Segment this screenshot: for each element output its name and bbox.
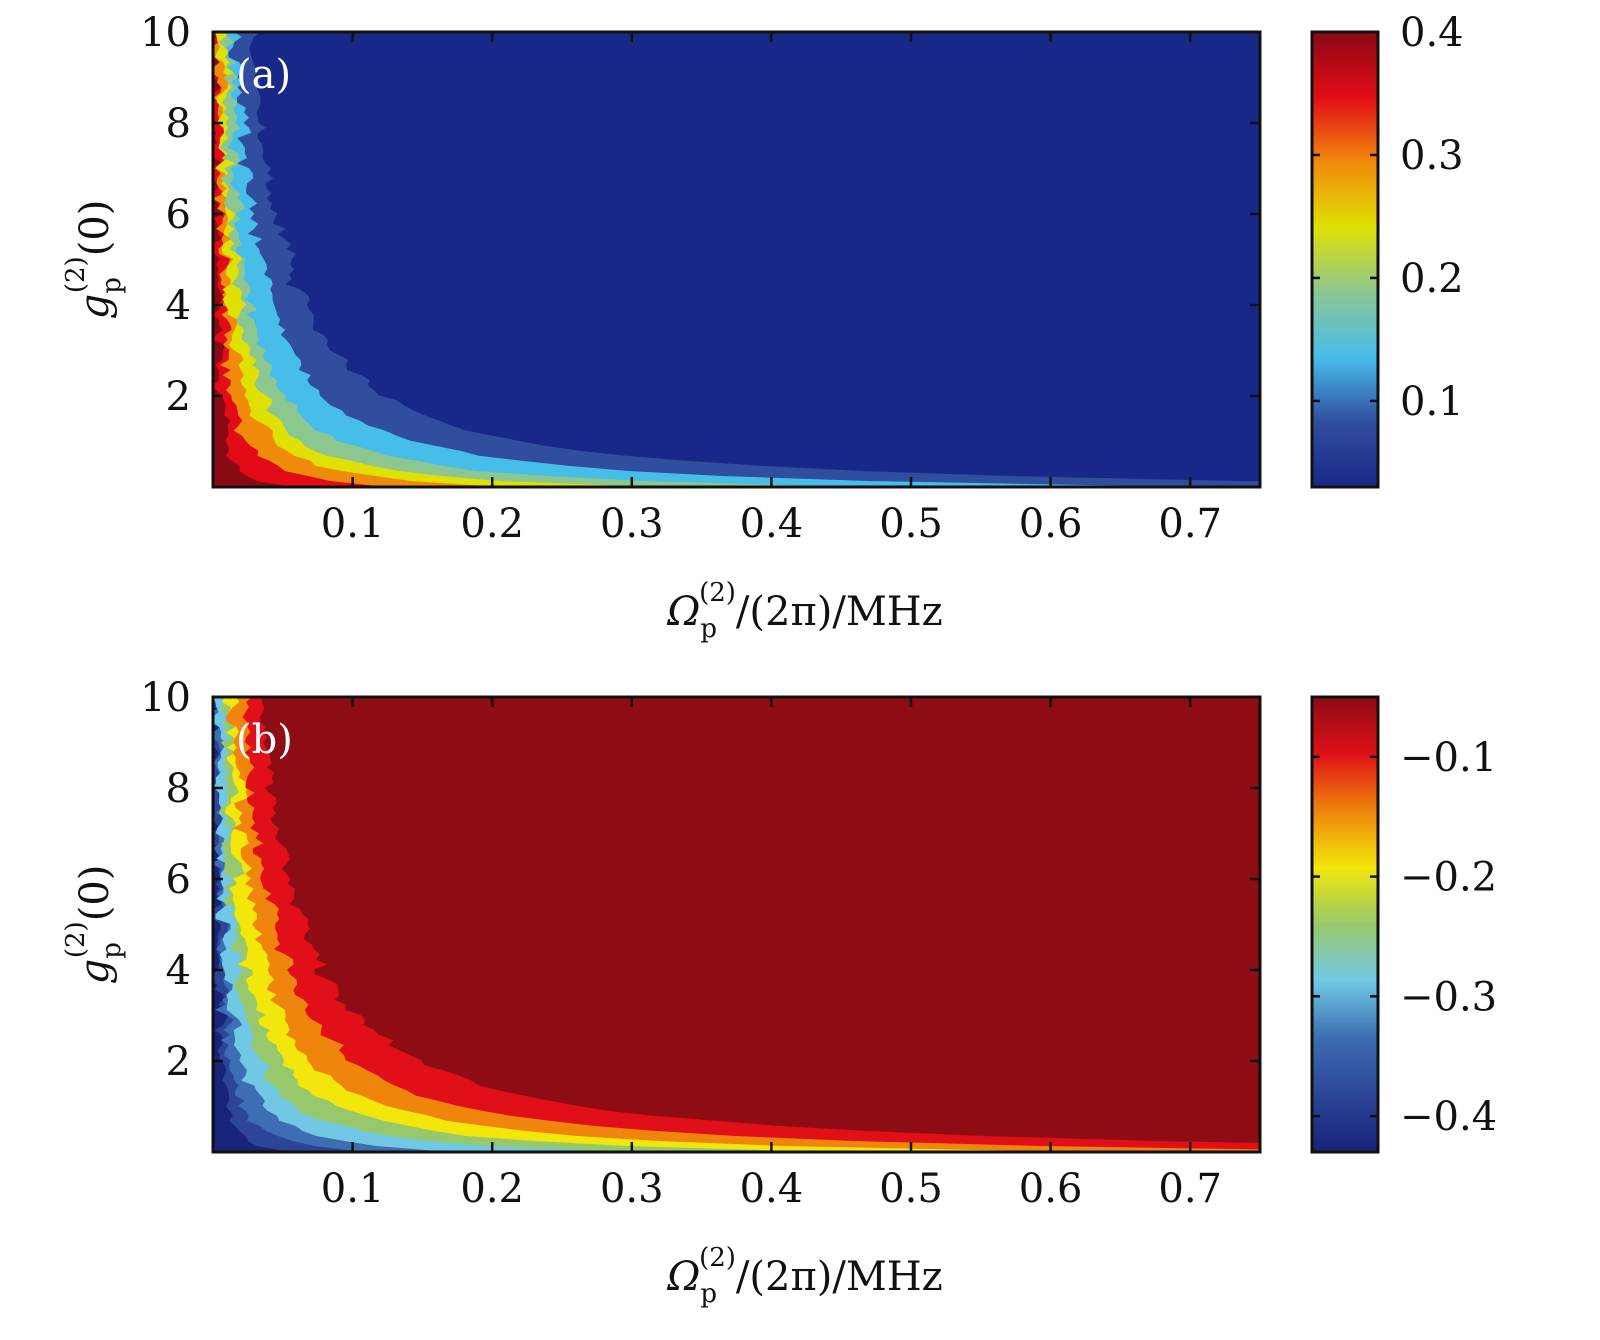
colorbar-tick-label: −0.3 [1400, 974, 1497, 1020]
x-tick-label: 0.7 [1158, 501, 1222, 547]
panel-label: (a) [236, 52, 291, 98]
y-tick-label: 2 [166, 1039, 191, 1085]
x-axis-label: Ωp(2)/(2π)/MHz [666, 1243, 943, 1309]
y-axis-label: gp(2)(0) [61, 865, 127, 985]
y-tick-label: 8 [166, 766, 191, 812]
contour-field [213, 32, 1260, 487]
y-tick-label: 6 [166, 192, 191, 238]
x-tick-label: 0.3 [600, 501, 664, 547]
x-tick-label: 0.1 [321, 501, 385, 547]
contour-region [259, 697, 1260, 1143]
x-tick-label: 0.5 [879, 501, 943, 547]
y-tick-label: 4 [166, 283, 191, 329]
colorbar-tick-label: 0.2 [1400, 256, 1464, 302]
plot-frame [211, 30, 1262, 489]
x-tick-label: 0.4 [740, 1166, 804, 1212]
x-tick-label: 0.4 [740, 501, 804, 547]
y-tick-label: 10 [140, 10, 191, 56]
colorbar [1310, 30, 1380, 489]
colorbar-tick-label: 0.3 [1400, 133, 1464, 179]
contour-field [213, 697, 1260, 1152]
colorbar-tick-label: −0.2 [1400, 855, 1497, 901]
y-tick-label: 8 [166, 101, 191, 147]
x-tick-label: 0.2 [460, 1166, 524, 1212]
x-tick-label: 0.3 [600, 1166, 664, 1212]
contour-region [249, 32, 1260, 482]
x-tick-label: 0.7 [1158, 1166, 1222, 1212]
panel-label: (b) [236, 717, 293, 763]
x-tick-label: 0.6 [1019, 1166, 1083, 1212]
colorbar [1310, 695, 1380, 1154]
x-tick-label: 0.6 [1019, 501, 1083, 547]
x-axis-label: Ωp(2)/(2π)/MHz [666, 578, 943, 644]
panel-a: 0.1 0.2 0.3 0.4 0.5 0.6 0.7 2 4 6 8 10 (a) Ωp(2)/(2π)… [61, 10, 1464, 644]
y-tick-label: 4 [166, 948, 191, 994]
y-tick-label: 10 [140, 675, 191, 721]
y-tick-label: 2 [166, 374, 191, 420]
x-tick-label: 0.5 [879, 1166, 943, 1212]
colorbar-tick-label: 0.1 [1400, 379, 1464, 425]
y-axis-label: gp(2)(0) [61, 200, 127, 320]
y-tick-label: 6 [166, 857, 191, 903]
colorbar-tick-label: −0.4 [1400, 1094, 1497, 1140]
panel-b: 0.1 0.2 0.3 0.4 0.5 0.6 0.7 2 4 6 8 10 (b) Ωp(2)/(2π)… [61, 675, 1497, 1309]
x-tick-label: 0.1 [321, 1166, 385, 1212]
x-tick-label: 0.2 [460, 501, 524, 547]
plot-frame [211, 695, 1262, 1154]
colorbar-tick-label: 0.4 [1400, 10, 1464, 56]
colorbar-tick-label: −0.1 [1400, 735, 1497, 781]
